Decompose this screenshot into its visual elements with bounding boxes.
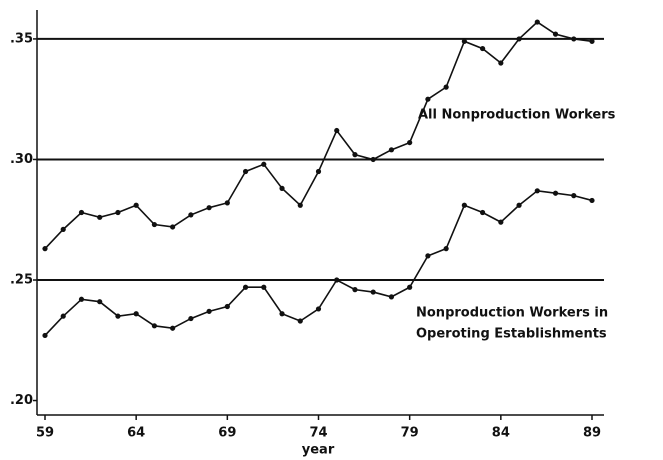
data-point [443, 246, 449, 252]
annotation: All Nonproduction Workers [418, 108, 616, 123]
data-point [206, 308, 212, 314]
data-point [352, 287, 358, 293]
data-point [370, 156, 376, 163]
y-tick-label: .25 [10, 273, 33, 288]
data-point [297, 202, 303, 208]
x-tick-label: 64 [127, 426, 145, 441]
data-point [480, 45, 486, 52]
data-point [151, 323, 157, 329]
data-point [534, 19, 540, 25]
data-point [242, 168, 249, 175]
annotation: Operoting Establishments [416, 327, 607, 342]
data-point [352, 152, 358, 158]
data-point [224, 303, 230, 310]
data-point [461, 38, 467, 44]
x-axis-label: year [302, 443, 335, 458]
data-point [60, 313, 66, 319]
data-point [407, 139, 413, 146]
data-point [552, 31, 559, 37]
data-point [589, 38, 595, 44]
data-point [242, 284, 249, 290]
data-point [97, 299, 103, 305]
data-point [461, 202, 467, 208]
data-point [42, 332, 48, 339]
data-point [115, 313, 121, 319]
data-point [571, 36, 577, 42]
data-point [552, 190, 559, 196]
data-point [315, 306, 322, 312]
data-point [516, 36, 522, 42]
data-point [297, 318, 303, 324]
data-point [170, 224, 176, 230]
data-point [388, 294, 395, 300]
data-point [224, 200, 230, 206]
y-tick-label: .30 [10, 152, 33, 167]
x-tick-label: 79 [401, 426, 419, 441]
data-point [151, 221, 157, 228]
data-point [261, 284, 267, 290]
data-point [279, 311, 285, 317]
data-point [534, 188, 540, 194]
annotation: Nonproduction Workers in [416, 306, 608, 321]
data-point [498, 60, 504, 66]
data-point [78, 209, 85, 216]
data-point [78, 296, 85, 302]
data-point [170, 325, 176, 331]
data-point [498, 219, 504, 225]
y-tick-label: .20 [10, 393, 33, 408]
x-tick-label: 59 [36, 426, 54, 441]
data-point [425, 253, 431, 259]
data-point [42, 246, 48, 252]
x-tick-label: 69 [218, 426, 236, 441]
data-point [589, 197, 595, 204]
data-point [425, 96, 431, 102]
data-point [443, 84, 449, 90]
data-point [334, 127, 340, 134]
data-point [315, 168, 322, 175]
data-point [279, 185, 285, 191]
data-point [388, 147, 395, 153]
data-point [188, 212, 194, 218]
data-point [206, 205, 212, 211]
data-point [480, 209, 486, 216]
data-point [571, 193, 577, 199]
data-point [133, 311, 139, 317]
data-point [516, 202, 522, 208]
data-point [133, 202, 139, 208]
data-point [60, 226, 66, 232]
x-tick-label: 89 [583, 426, 601, 441]
x-tick-label: 84 [492, 426, 510, 441]
x-tick-label: 74 [309, 426, 327, 441]
data-point [334, 277, 340, 283]
y-tick-label: .35 [10, 31, 33, 46]
data-point [370, 289, 376, 295]
data-point [407, 284, 413, 290]
data-point [188, 315, 194, 322]
data-point [97, 214, 103, 220]
data-point [115, 209, 121, 216]
data-point [261, 161, 267, 167]
